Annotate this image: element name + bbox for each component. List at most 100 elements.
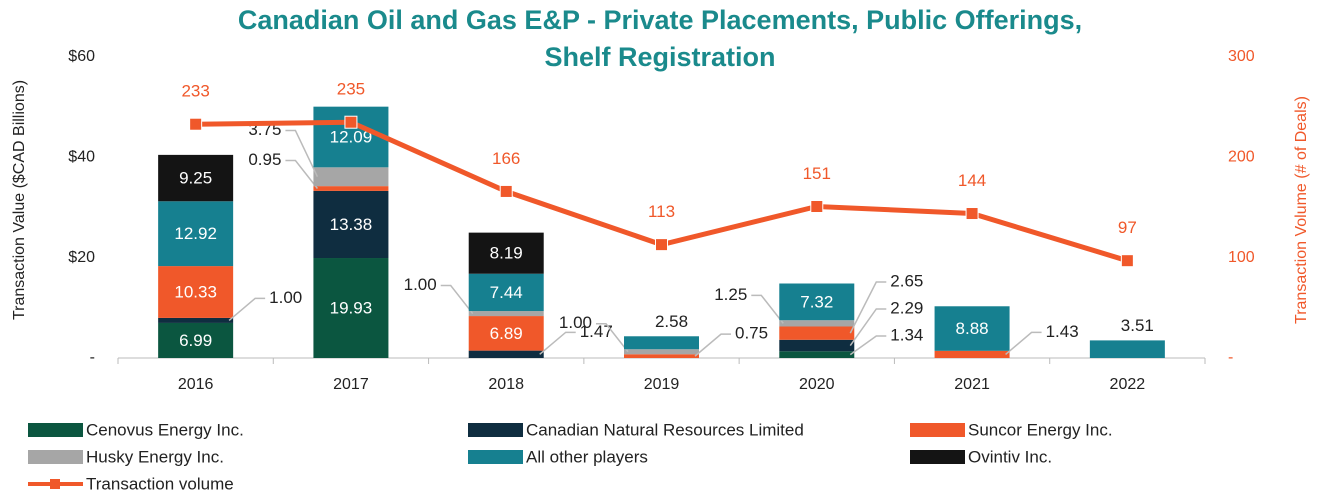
line-marker xyxy=(810,199,824,213)
bar-segment xyxy=(468,311,544,317)
leader-line xyxy=(285,159,319,189)
bar-segment xyxy=(313,167,389,187)
bar-segment xyxy=(779,339,855,352)
legend-swatch xyxy=(910,423,965,437)
data-label: 12.92 xyxy=(174,224,217,243)
data-label: 1.43 xyxy=(1046,322,1079,341)
line-marker xyxy=(344,115,358,129)
leader-line xyxy=(849,281,887,334)
legend-swatch xyxy=(468,450,523,464)
bar-segment xyxy=(468,316,544,351)
data-label: 0.75 xyxy=(735,324,768,343)
line-marker xyxy=(189,117,203,131)
data-label: 10.33 xyxy=(174,282,217,301)
leader-line xyxy=(1005,331,1042,355)
data-label: 7.32 xyxy=(800,292,833,311)
data-label: 2.58 xyxy=(655,312,688,331)
legend-label: Canadian Natural Resources Limited xyxy=(526,420,804,439)
bar-segment xyxy=(1089,340,1165,358)
bar-segment xyxy=(779,320,855,327)
data-label: 233 xyxy=(181,82,209,101)
leader-line xyxy=(440,284,474,315)
legend-label: All other players xyxy=(526,447,648,466)
y2-tick-label: 300 xyxy=(1228,48,1255,65)
data-label: 97 xyxy=(1118,218,1137,237)
chart-title: Canadian Oil and Gas E&P - Private Place… xyxy=(237,5,1083,72)
data-label: 235 xyxy=(337,80,365,99)
x-tick-label: 2019 xyxy=(644,376,680,393)
bar-segment xyxy=(313,190,389,259)
data-label: 1.00 xyxy=(559,313,592,332)
y-tick-label: $20 xyxy=(68,249,95,266)
data-label: 8.88 xyxy=(956,319,989,338)
leader-line xyxy=(849,308,887,346)
x-tick-label: 2017 xyxy=(333,376,369,393)
data-label: 1.00 xyxy=(404,275,437,294)
x-tick-label: 2018 xyxy=(488,376,524,393)
legend-label: Cenovus Energy Inc. xyxy=(86,420,244,439)
leader-line xyxy=(849,335,887,356)
data-label: 6.89 xyxy=(490,324,523,343)
bar-segment xyxy=(624,349,699,355)
bar-segment xyxy=(779,283,855,321)
bar-segment xyxy=(934,350,1010,358)
y2-tick-label: - xyxy=(1228,349,1233,366)
legend-label: Transaction volume xyxy=(86,474,234,493)
data-label: 1.34 xyxy=(890,325,923,344)
data-label: 2.65 xyxy=(890,271,923,290)
data-label: 1.00 xyxy=(269,288,302,307)
data-label: 144 xyxy=(958,171,986,190)
data-label: 1.47 xyxy=(580,322,613,341)
x-tick-label: 2022 xyxy=(1110,376,1146,393)
legend-swatch xyxy=(28,450,83,464)
leader-line xyxy=(285,129,319,178)
leader-line xyxy=(228,297,266,321)
data-label: 151 xyxy=(803,164,831,183)
y2-tick-label: 100 xyxy=(1228,249,1255,266)
line-marker xyxy=(499,184,513,198)
bar-segment xyxy=(468,232,544,274)
legend-swatch xyxy=(50,479,60,489)
data-label: 113 xyxy=(648,202,675,221)
bar-segment xyxy=(158,322,234,358)
leader-line xyxy=(539,331,576,355)
leader-line xyxy=(751,294,784,324)
legend-swatch xyxy=(28,423,83,437)
legend-swatch xyxy=(468,423,523,437)
data-label: 19.93 xyxy=(330,298,373,317)
y-axis-label: Transaction Value ($CAD Billions) xyxy=(11,80,28,320)
y-tick-label: $60 xyxy=(68,48,95,65)
line-marker xyxy=(965,207,979,221)
data-label: 3.51 xyxy=(1121,316,1154,335)
x-tick-label: 2016 xyxy=(178,376,214,393)
y-tick-label: $40 xyxy=(68,149,95,166)
bar-segment xyxy=(934,306,1010,351)
legend-label: Suncor Energy Inc. xyxy=(968,420,1113,439)
bar-segment xyxy=(158,154,234,202)
bar-segment xyxy=(313,186,389,191)
bar-segment xyxy=(624,336,699,350)
x-tick-label: 2021 xyxy=(954,376,990,393)
line-marker xyxy=(1120,254,1134,268)
bar-segment xyxy=(158,317,234,323)
leader-line xyxy=(596,322,629,353)
bar-segment xyxy=(779,326,855,340)
bar-segment xyxy=(313,258,389,358)
data-label: 12.09 xyxy=(330,127,373,146)
legend-label: Husky Energy Inc. xyxy=(86,447,224,466)
data-label: 8.19 xyxy=(490,244,523,263)
data-label: 166 xyxy=(492,149,520,168)
x-tick-label: 2020 xyxy=(799,376,835,393)
bar-segment xyxy=(624,354,699,358)
data-label: 2.29 xyxy=(890,298,923,317)
y2-tick-label: 200 xyxy=(1228,149,1255,166)
data-label: 1.25 xyxy=(714,285,747,304)
bar-segment xyxy=(468,273,544,312)
data-label: 7.44 xyxy=(490,283,523,302)
y2-axis-label: Transaction Volume (# of Deals) xyxy=(1293,96,1310,324)
data-label: 13.38 xyxy=(330,215,373,234)
bar-segment xyxy=(779,351,855,358)
leader-line xyxy=(694,333,731,357)
legend-label: Ovintiv Inc. xyxy=(968,447,1052,466)
